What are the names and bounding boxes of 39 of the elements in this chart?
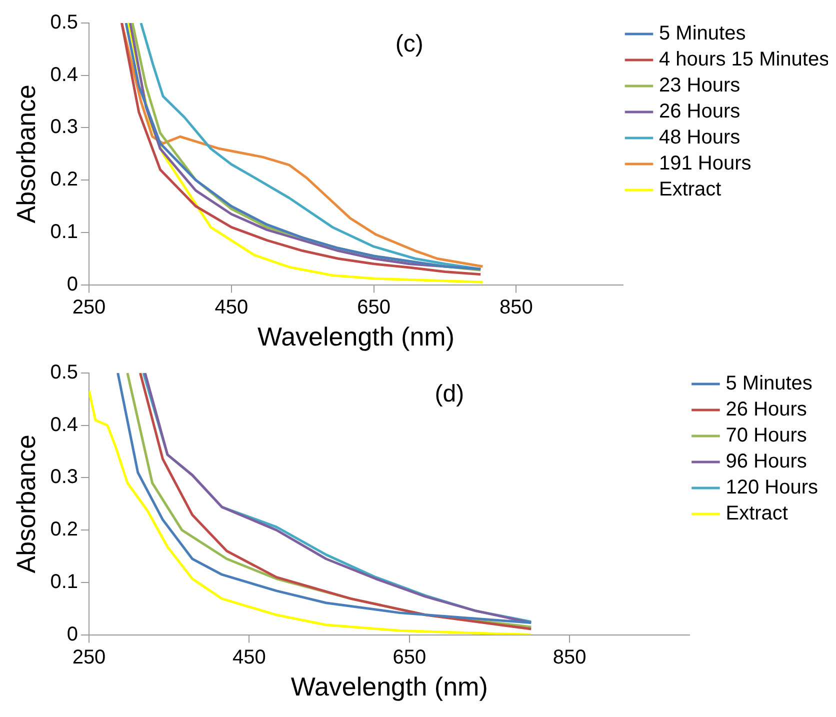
x-tick-label: 250 xyxy=(72,646,106,668)
y-tick-label: 0 xyxy=(66,623,78,646)
x-tick-label: 450 xyxy=(214,296,248,318)
legend-label: 70 Hours xyxy=(726,424,807,447)
y-tick-label: 0.3 xyxy=(50,116,78,138)
x-tick-label: 450 xyxy=(232,646,266,668)
y-tick-label: 0.4 xyxy=(50,64,78,86)
x-tick-label: 850 xyxy=(500,296,533,318)
legend-label: 26 Hours xyxy=(659,100,740,123)
y-tick-label: 0.1 xyxy=(50,220,78,243)
legend-label: 191 Hours xyxy=(659,152,752,175)
x-axis-title: Wavelength (nm) xyxy=(290,672,488,702)
annotation: (c) xyxy=(395,30,424,58)
x-tick-label: 250 xyxy=(72,296,106,318)
y-tick-label: 0 xyxy=(66,273,78,296)
y-tick-label: 0.4 xyxy=(50,414,78,436)
annotation: (d) xyxy=(434,380,464,408)
legend-label: 23 Hours xyxy=(659,74,740,97)
legend-label: 26 Hours xyxy=(726,398,807,421)
y-tick-label: 0.2 xyxy=(50,518,78,541)
legend-label: 120 Hours xyxy=(726,476,818,499)
y-tick-label: 0.5 xyxy=(50,362,78,384)
legend-label: 5 Minutes xyxy=(726,372,812,395)
legend-label: 5 Minutes xyxy=(659,22,746,45)
y-tick-label: 0.2 xyxy=(50,168,78,191)
y-tick-label: 0.1 xyxy=(50,570,78,593)
y-tick-label: 0.3 xyxy=(50,466,78,488)
x-axis-title: Wavelength (nm) xyxy=(258,322,454,352)
x-tick-label: 650 xyxy=(392,646,426,668)
y-tick-label: 0.5 xyxy=(50,12,78,34)
x-tick-label: 850 xyxy=(552,646,586,668)
legend-label: 96 Hours xyxy=(726,450,807,473)
legend-label: 48 Hours xyxy=(659,126,740,149)
legend-label: Extract xyxy=(659,178,722,201)
legend-label: Extract xyxy=(726,502,788,525)
x-tick-label: 650 xyxy=(357,296,390,318)
legend-label: 4 hours 15 Minutes xyxy=(659,48,830,71)
y-axis-title: Absorbance xyxy=(10,434,41,574)
y-axis-title: Absorbance xyxy=(10,84,41,224)
